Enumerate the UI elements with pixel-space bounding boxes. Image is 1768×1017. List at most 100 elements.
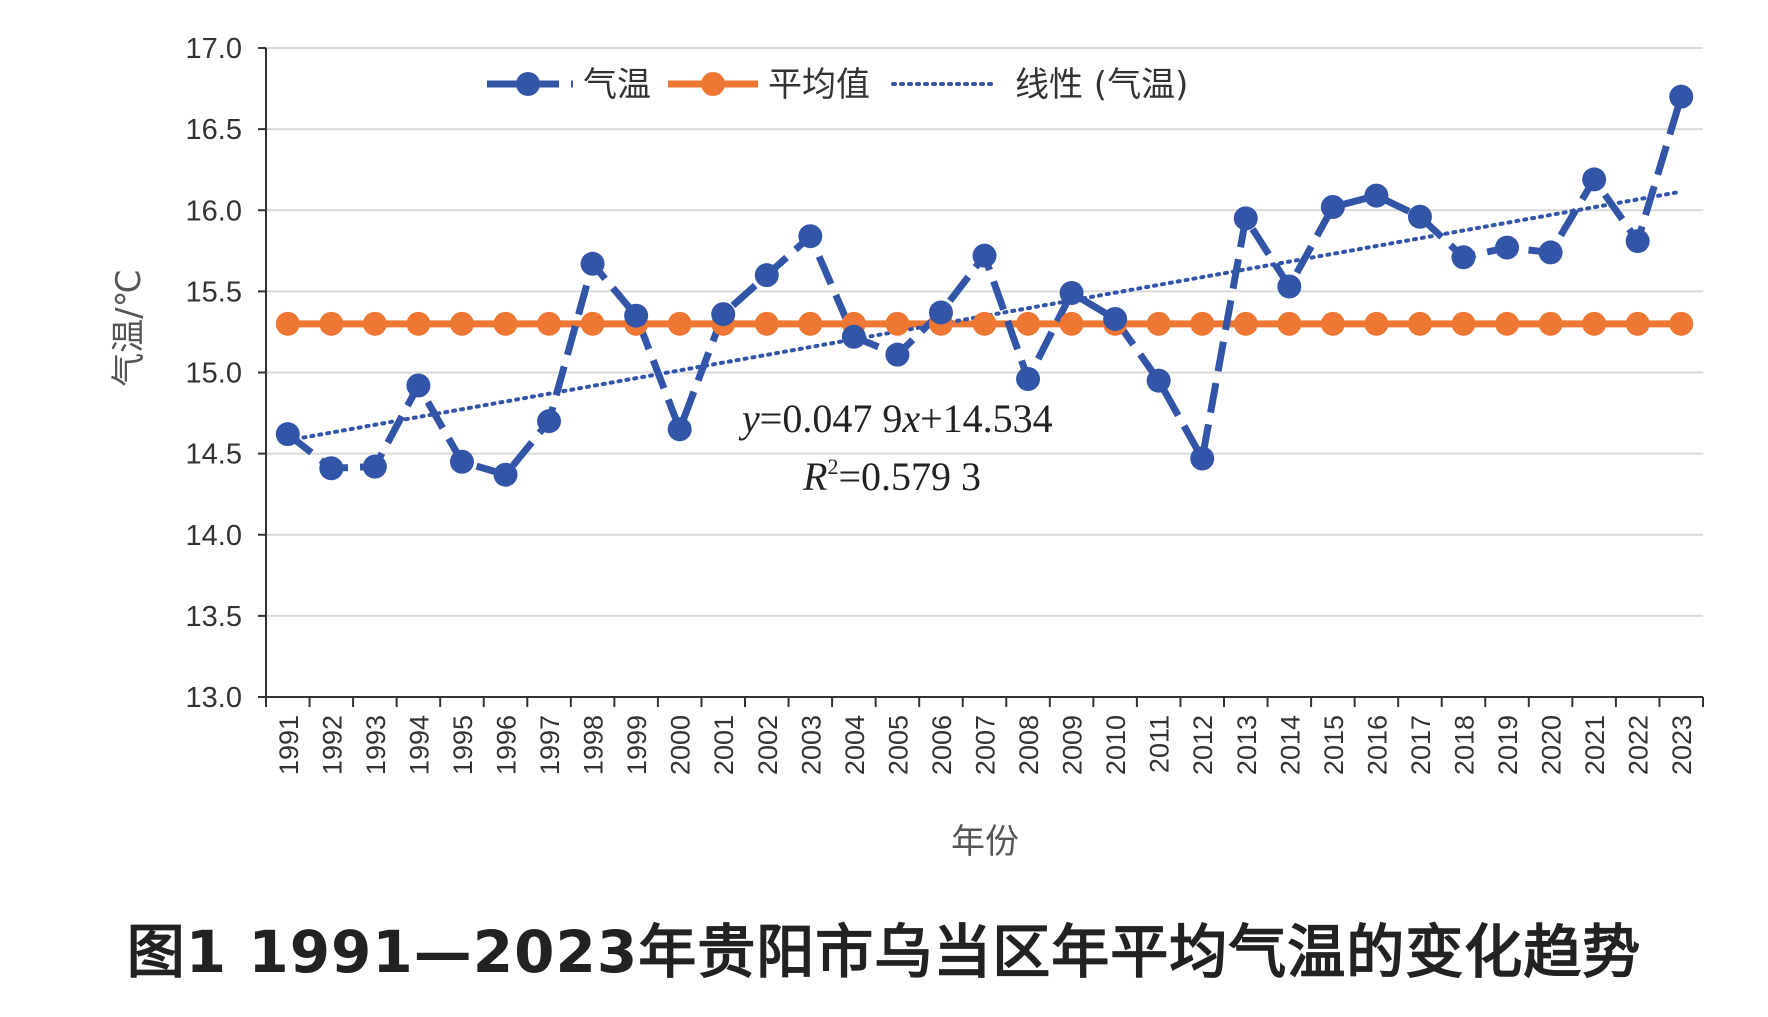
average-point [319,311,344,336]
x-tick-label: 2020 [1537,715,1567,775]
temperature-point [667,417,692,442]
temperature-point [928,300,953,325]
temperature-point [319,456,344,481]
average-point [798,311,823,336]
x-tick-label: 2010 [1101,715,1131,775]
average-point [1538,311,1563,336]
average-point [1451,311,1476,336]
average-point [885,311,910,336]
average-point [1364,311,1389,336]
x-tick-label: 1996 [492,715,522,775]
x-tick-label: 2008 [1014,715,1044,775]
temperature-point [798,224,823,249]
temperature-point [1320,195,1345,220]
x-tick-label: 1993 [361,715,391,775]
temperature-point [406,373,431,398]
temperature-point [885,342,910,367]
temperature-point [1451,245,1476,270]
y-tick-label: 13.5 [186,601,242,633]
x-tick-label: 2009 [1058,715,1088,775]
x-tick-label: 2006 [927,715,957,775]
average-point [754,311,779,336]
x-tick-label: 2017 [1406,715,1436,775]
temperature-point [1103,306,1128,331]
average-point [1625,311,1650,336]
y-tick-label: 16.0 [186,195,242,227]
temperature-point [1582,167,1607,192]
temperature-point [754,263,779,288]
y-axis-label: 气温/℃ [109,269,149,387]
axes [258,47,1704,707]
x-tick-label: 2000 [666,715,696,775]
series-layer [275,84,1694,487]
y-tick-label: 14.0 [186,520,242,552]
x-tick-label: 2019 [1493,715,1523,775]
temperature-point [449,449,474,474]
x-tick-label: 2014 [1275,715,1305,775]
temperature-point [1277,274,1302,299]
x-tick-label: 2011 [1145,715,1175,773]
average-point [406,311,431,336]
average-point [362,311,387,336]
x-tick-label: 1994 [404,715,434,775]
chart: 13.0 13.5 14.0 14.5 15.0 15.5 16.0 16.5 17.0 199… [109,33,1704,862]
x-tick-label: 2016 [1362,715,1392,775]
x-tick-label: 1991 [274,715,304,775]
x-tick-label: 2018 [1450,715,1480,775]
temperature-point [1190,446,1215,471]
temperature-point [493,462,518,487]
x-tick-label: 2022 [1624,715,1654,775]
temperature-point [362,454,387,479]
average-point [493,311,518,336]
average-point [580,311,605,336]
average-point [1582,311,1607,336]
temperature-point [841,324,866,349]
y-tick-label: 14.5 [186,439,242,471]
temperature-point [1233,206,1258,231]
temperature-point [1016,366,1041,391]
temperature-point [972,243,997,268]
temperature-point [1669,84,1694,109]
average-point [1059,311,1084,336]
trend-r-squared: R2=0.579 3 [802,454,981,499]
x-tick-labels: 1991 1992 1993 1994 1995 1996 1997 1998 1999 2000… [274,715,1697,775]
temperature-point [537,409,562,434]
x-tick-label: 1997 [535,715,565,775]
x-tick-label: 2005 [883,715,913,775]
average-point [1407,311,1432,336]
x-tick-label: 2015 [1319,715,1349,775]
legend-temperature-label: 气温 [583,65,651,105]
x-tick-label: 2001 [709,715,739,775]
y-tick-label: 15.0 [186,358,242,390]
x-tick-label: 1992 [317,715,347,775]
x-tick-label: 2012 [1188,715,1218,775]
x-tick-label: 2023 [1667,715,1697,775]
temperature-point [1625,229,1650,254]
legend-trend-label: 线性 (气温) [1015,65,1188,105]
temperature-point [624,303,649,328]
legend-average-label: 平均值 [768,65,870,105]
average-point [537,311,562,336]
temperature-point [1495,235,1520,260]
average-point [1320,311,1345,336]
average-point [1277,311,1302,336]
x-tick-label: 2003 [796,715,826,775]
y-tick-label: 17.0 [186,33,242,65]
temperature-point [1407,204,1432,229]
temperature-point [1146,368,1171,393]
x-tick-label: 2007 [971,715,1001,775]
average-point [1495,311,1520,336]
average-point [449,311,474,336]
x-tick-label: 2013 [1232,715,1262,775]
y-tick-labels: 13.0 13.5 14.0 14.5 15.0 15.5 16.0 16.5 17.0 [186,33,242,714]
average-point [972,311,997,336]
temperature-point [1538,240,1563,265]
average-point [1190,311,1215,336]
y-tick-label: 13.0 [186,682,242,714]
legend-temperature-marker [516,72,540,96]
y-tick-label: 15.5 [186,276,242,308]
average-point [1016,311,1041,336]
legend-average-marker [701,72,725,96]
average-point [275,311,300,336]
x-axis-label: 年份 [951,822,1019,862]
